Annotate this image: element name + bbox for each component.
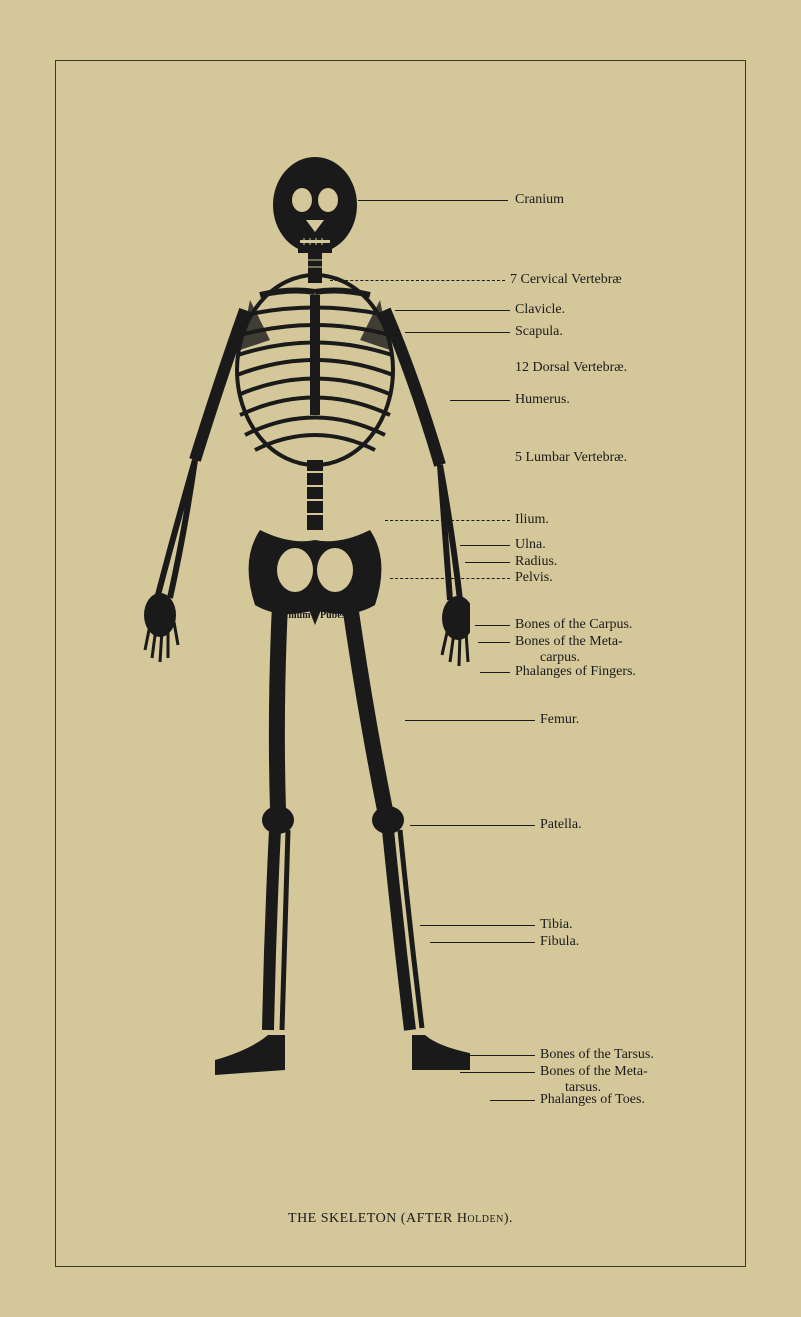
label-metacarpus: Bones of the Meta-	[515, 634, 623, 650]
label-femur: Femur.	[540, 712, 579, 728]
line-fibula	[430, 942, 535, 943]
label-humerus: Humerus.	[515, 392, 570, 408]
line-phalanges-f	[480, 672, 510, 673]
label-metatarsus: Bones of the Meta-	[540, 1064, 648, 1080]
line-ulna	[460, 545, 510, 546]
label-pubes: Pubes	[320, 610, 346, 621]
label-ischium: Iachium	[275, 610, 311, 621]
label-ulna: Ulna.	[515, 537, 546, 553]
figure-caption: THE SKELETON (AFTER Holden).	[0, 1211, 801, 1227]
line-phalanges-t	[490, 1100, 535, 1101]
skeleton-svg	[140, 150, 470, 1150]
label-ilium: Ilium.	[515, 512, 549, 528]
line-humerus	[450, 400, 510, 401]
line-metacarpus	[478, 642, 510, 643]
line-carpus	[475, 625, 510, 626]
caption-name: Holden	[453, 1211, 504, 1226]
label-dorsal: 12 Dorsal Vertebræ.	[515, 360, 627, 376]
label-carpus: Bones of the Carpus.	[515, 617, 632, 633]
line-tarsus	[435, 1055, 535, 1056]
label-phalanges-toes: Phalanges of Toes.	[540, 1092, 645, 1108]
label-patella: Patella.	[540, 817, 582, 833]
label-phalanges-fingers: Phalanges of Fingers.	[515, 664, 636, 680]
label-clavicle: Clavicle.	[515, 302, 565, 318]
caption-after: AFTER	[406, 1211, 453, 1226]
label-tibia: Tibia.	[540, 917, 573, 933]
line-femur	[405, 720, 535, 721]
label-cranium: Cranium	[515, 192, 564, 208]
label-lumbar: 5 Lumbar Vertebræ.	[515, 450, 627, 466]
line-patella	[410, 825, 535, 826]
line-tibia	[420, 925, 535, 926]
label-scapula: Scapula.	[515, 324, 563, 340]
label-cervical: 7 Cervical Vertebræ	[510, 272, 622, 288]
line-metatarsus	[460, 1072, 535, 1073]
label-fibula: Fibula.	[540, 934, 579, 950]
label-pelvis: Pelvis.	[515, 570, 553, 586]
line-radius	[465, 562, 510, 563]
line-cranium	[358, 200, 508, 201]
line-scapula	[405, 332, 510, 333]
label-radius: Radius.	[515, 554, 557, 570]
line-clavicle	[395, 310, 510, 311]
line-pelvis	[390, 578, 510, 579]
caption-prefix: THE SKELETON (	[288, 1211, 406, 1226]
label-tarsus: Bones of the Tarsus.	[540, 1047, 654, 1063]
caption-suffix: ).	[504, 1211, 513, 1226]
line-ilium	[385, 520, 510, 521]
skeleton-figure	[140, 150, 470, 1150]
line-cervical	[330, 280, 505, 281]
